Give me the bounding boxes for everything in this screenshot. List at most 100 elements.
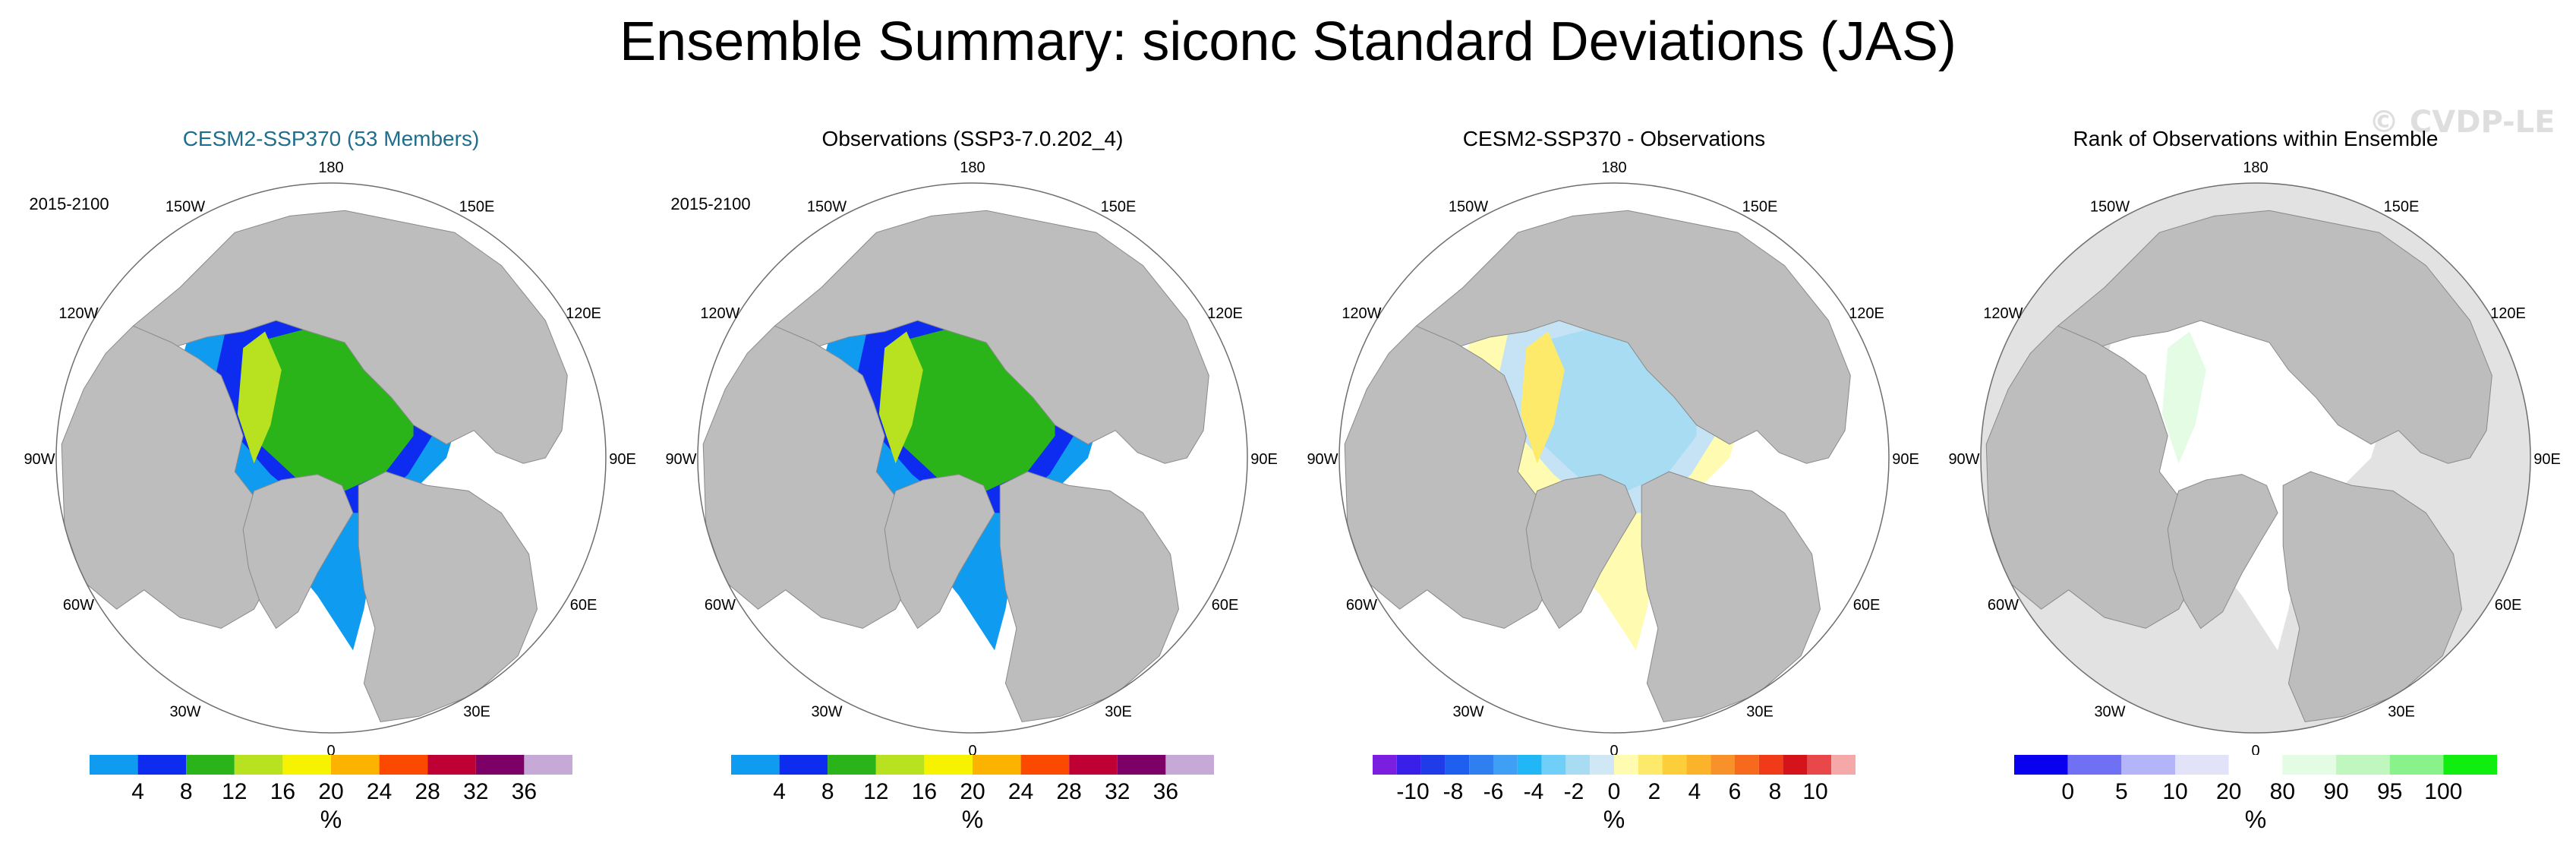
land-europe: [2282, 471, 2463, 723]
colorbar-bin: [924, 755, 973, 775]
colorbar-bin: [779, 755, 828, 775]
colorbar-bin: [828, 755, 876, 775]
colorbar-tick-label: 20: [960, 779, 985, 804]
lon-label: 90E: [1892, 451, 1919, 468]
lon-label: 90E: [2533, 451, 2561, 468]
colorbar-bin: [1590, 755, 1614, 775]
colorbar-bin: [973, 755, 1021, 775]
lon-label: 0: [2251, 743, 2259, 759]
colorbar-bin: [137, 755, 187, 775]
colorbar-tick-label: 8: [1769, 779, 1782, 804]
land-siberia: [132, 210, 568, 464]
panel-2: Observations (SSP3-7.0.202_4) 2015-2100 18…: [665, 127, 1277, 833]
colorbar-bin: [2067, 755, 2122, 775]
lon-label: 90E: [1250, 451, 1278, 468]
lon-label: 150E: [1101, 198, 1137, 215]
colorbar-bin: [524, 755, 572, 775]
lon-label: 180: [1601, 159, 1626, 176]
colorbar-tick-label: 36: [512, 779, 537, 804]
panel-1: CESM2-SSP370 (53 Members) 2015-2100 180 150…: [24, 127, 635, 833]
map-content: [61, 210, 568, 723]
colorbar-tick-label: 90: [2323, 779, 2348, 804]
lon-label: 30E: [1746, 704, 1774, 721]
colorbar-bin: [1783, 755, 1808, 775]
colorbar-tick-label: 16: [270, 779, 295, 804]
land-greenland: [242, 474, 354, 630]
land-europe: [1641, 471, 1821, 723]
lon-label: 60E: [570, 597, 597, 614]
colorbar-tick-label: 4: [773, 779, 786, 804]
colorbar-bin: [1807, 755, 1832, 775]
colorbar-unit-label: %: [962, 806, 983, 833]
lon-label: 60W: [63, 597, 94, 614]
colorbar-tick-label: 0: [2061, 779, 2074, 804]
colorbar-tick-label: 10: [2162, 779, 2187, 804]
lon-label: 30W: [811, 704, 842, 721]
colorbar-unit-label: %: [1603, 806, 1625, 833]
colorbar-bin: [1517, 755, 1542, 775]
map-outline: [1338, 182, 1890, 734]
colorbar-bin: [2228, 755, 2283, 775]
land-siberia: [1415, 210, 1851, 464]
colorbar-tick-label: -2: [1564, 779, 1584, 804]
land-greenland: [2167, 474, 2278, 630]
land-greenland: [884, 474, 995, 630]
colorbar-tick-label: 12: [863, 779, 888, 804]
colorbar-bin: [1662, 755, 1687, 775]
colorbar-bin: [427, 755, 476, 775]
colorbar-bin: [1373, 755, 1397, 775]
colorbar-tick-label: 24: [367, 779, 392, 804]
lon-label: 180: [318, 159, 343, 176]
colorbar-tick-label: 80: [2270, 779, 2295, 804]
lon-label: 150E: [1742, 198, 1778, 215]
colorbar-bin: [1711, 755, 1735, 775]
colorbar-tick-label: 8: [821, 779, 834, 804]
map-content: [1985, 210, 2492, 723]
lon-label: 150W: [1449, 198, 1488, 215]
lon-label: 120E: [1207, 305, 1243, 322]
map-outline: [55, 182, 607, 734]
colorbar-tick-label: 4: [1688, 779, 1701, 804]
land-europe: [999, 471, 1180, 723]
land-greenland: [1525, 474, 1637, 630]
colorbar-bin: [1117, 755, 1166, 775]
panel-title: CESM2-SSP370 - Observations: [1463, 127, 1765, 150]
colorbar-bin: [1493, 755, 1518, 775]
lon-label: 30E: [463, 704, 490, 721]
colorbar-tick-label: 28: [415, 779, 440, 804]
colorbar-bin: [234, 755, 283, 775]
colorbar-tick-label: 0: [1608, 779, 1621, 804]
colorbar-bin: [1020, 755, 1070, 775]
colorbar-bin: [1165, 755, 1214, 775]
colorbar-tick-label: 16: [912, 779, 937, 804]
colorbar-bin: [1469, 755, 1493, 775]
lon-label: 30E: [1105, 704, 1132, 721]
colorbar-tick-label: 95: [2377, 779, 2402, 804]
colorbar-bin: [2389, 755, 2444, 775]
lon-label: 30W: [1452, 704, 1483, 721]
colorbar-tick-label: 20: [318, 779, 343, 804]
colorbar-bin: [1565, 755, 1591, 775]
lon-label: 150W: [807, 198, 847, 215]
colorbar-tick-label: 8: [180, 779, 193, 804]
colorbar-tick-label: 10: [1802, 779, 1827, 804]
lon-label: 0: [968, 743, 976, 759]
main-title: Ensemble Summary: siconc Standard Deviat…: [620, 11, 1956, 72]
colorbar-bin: [475, 755, 525, 775]
lon-label: 150E: [2384, 198, 2420, 215]
lon-label: 60E: [1853, 597, 1881, 614]
lon-label: 120W: [700, 305, 739, 322]
lon-label: 0: [326, 743, 335, 759]
lon-label: 120W: [1342, 305, 1381, 322]
colorbar-tick-label: -6: [1483, 779, 1504, 804]
colorbar-bin: [1614, 755, 1638, 775]
colorbar-bin: [1445, 755, 1470, 775]
colorbar-bin: [331, 755, 380, 775]
colorbar-bin: [2336, 755, 2390, 775]
colorbar-bin: [1396, 755, 1421, 775]
field-region-margin: [237, 331, 282, 464]
colorbar-bin: [2282, 755, 2336, 775]
period-label: 2015-2100: [670, 194, 750, 213]
colorbar-bin: [1758, 755, 1783, 775]
